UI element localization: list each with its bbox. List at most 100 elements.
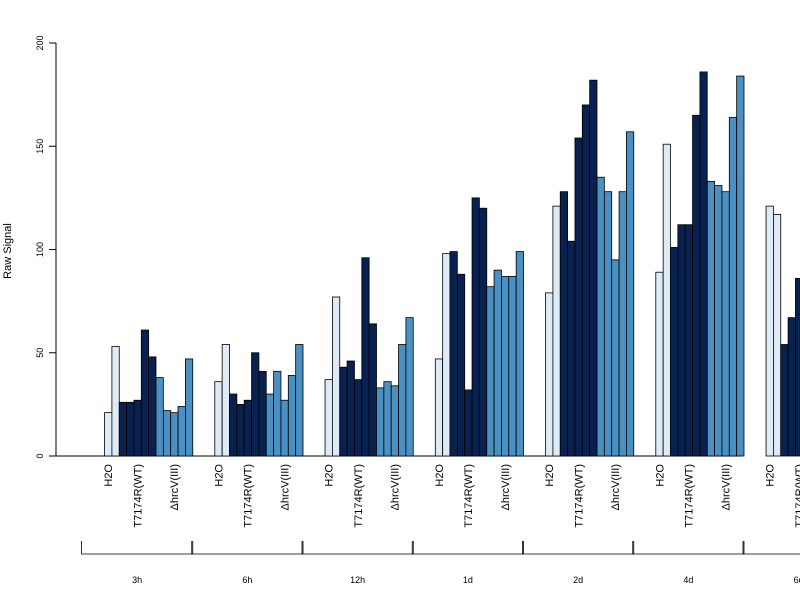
bar (546, 293, 553, 456)
bar (171, 413, 178, 456)
bar (443, 254, 450, 456)
group-bracket (523, 541, 634, 554)
y-tick-label: 200 (35, 35, 45, 50)
treatment-label: H2O (324, 464, 336, 487)
bar (274, 371, 281, 456)
bar (597, 177, 604, 456)
treatment-label: ΔhrcV(III) (279, 464, 291, 510)
treatment-label: H2O (213, 464, 225, 487)
bar (384, 382, 391, 456)
treatment-label: T7174R(WT) (573, 464, 585, 528)
bar (288, 375, 295, 456)
bar (707, 181, 714, 456)
group-label: 1d (463, 575, 473, 585)
bar (252, 353, 259, 456)
bar (553, 206, 560, 456)
y-tick-label: 50 (35, 348, 45, 358)
bar (575, 138, 582, 456)
bar (406, 318, 413, 456)
group-label: 12h (350, 575, 365, 585)
treatment-label: H2O (434, 464, 446, 487)
bar (369, 324, 376, 456)
bar (671, 247, 678, 456)
bar (399, 344, 406, 456)
treatment-label: H2O (544, 464, 556, 487)
bar (766, 206, 773, 456)
treatment-label: T7174R(WT) (353, 464, 365, 528)
bar (156, 378, 163, 456)
bar (700, 72, 707, 456)
group-bracket (302, 541, 413, 554)
group-label: 2d (573, 575, 583, 585)
bar (281, 400, 288, 456)
bar (582, 105, 589, 456)
bar (141, 330, 148, 456)
bar (693, 115, 700, 456)
bar (185, 359, 192, 456)
bar (568, 241, 575, 456)
bar (244, 400, 251, 456)
bar (149, 357, 156, 456)
bar (590, 80, 597, 456)
bar (501, 276, 508, 456)
labels-layer: H2O T7174R(WT) ΔhrcV(III) 3h H2O T7174R(WT) Δh… (82, 464, 800, 585)
bar (737, 76, 744, 456)
treatment-label: H2O (103, 464, 115, 487)
bar (230, 394, 237, 456)
treatment-label: ΔhrcV(III) (169, 464, 181, 510)
bar (296, 344, 303, 456)
bar (215, 382, 222, 456)
bar (178, 406, 185, 456)
bar (626, 132, 633, 456)
bar (604, 192, 611, 456)
bar (472, 198, 479, 456)
bar (487, 287, 494, 456)
bar (773, 214, 780, 456)
bar (457, 274, 464, 456)
treatment-label: H2O (765, 464, 777, 487)
bar (494, 270, 501, 456)
y-tick-label: 0 (35, 453, 45, 458)
bar (340, 367, 347, 456)
group-label: 3h (132, 575, 142, 585)
treatment-label: ΔhrcV(III) (390, 464, 402, 510)
bar (450, 252, 457, 456)
treatment-label: T7174R(WT) (684, 464, 696, 528)
bar (560, 192, 567, 456)
y-tick-label: 150 (35, 139, 45, 154)
bar (788, 318, 795, 456)
group-bracket (743, 541, 800, 554)
treatment-label: ΔhrcV(III) (500, 464, 512, 510)
bar (685, 225, 692, 456)
bar (479, 208, 486, 456)
bar (391, 386, 398, 456)
bar (332, 297, 339, 456)
bar (377, 388, 384, 456)
bar (362, 258, 369, 456)
treatment-label: T7174R(WT) (463, 464, 475, 528)
treatment-label: H2O (654, 464, 666, 487)
bar (237, 404, 244, 456)
bar (105, 413, 112, 456)
bar (656, 272, 663, 456)
bar (222, 344, 229, 456)
bar (722, 192, 729, 456)
group-bracket (82, 541, 193, 554)
treatment-label: ΔhrcV(III) (610, 464, 622, 510)
bar (266, 394, 273, 456)
bar (134, 400, 141, 456)
y-tick-label: 100 (35, 242, 45, 257)
bar (729, 117, 736, 456)
group-bracket (192, 541, 303, 554)
bar (119, 402, 126, 456)
group-label: 6d (794, 575, 800, 585)
treatment-label: ΔhrcV(III) (720, 464, 732, 510)
bar (347, 361, 354, 456)
group-label: 4d (683, 575, 693, 585)
group-bracket (633, 541, 744, 554)
treatment-label: T7174R(WT) (243, 464, 255, 528)
bar (619, 192, 626, 456)
bar (435, 359, 442, 456)
